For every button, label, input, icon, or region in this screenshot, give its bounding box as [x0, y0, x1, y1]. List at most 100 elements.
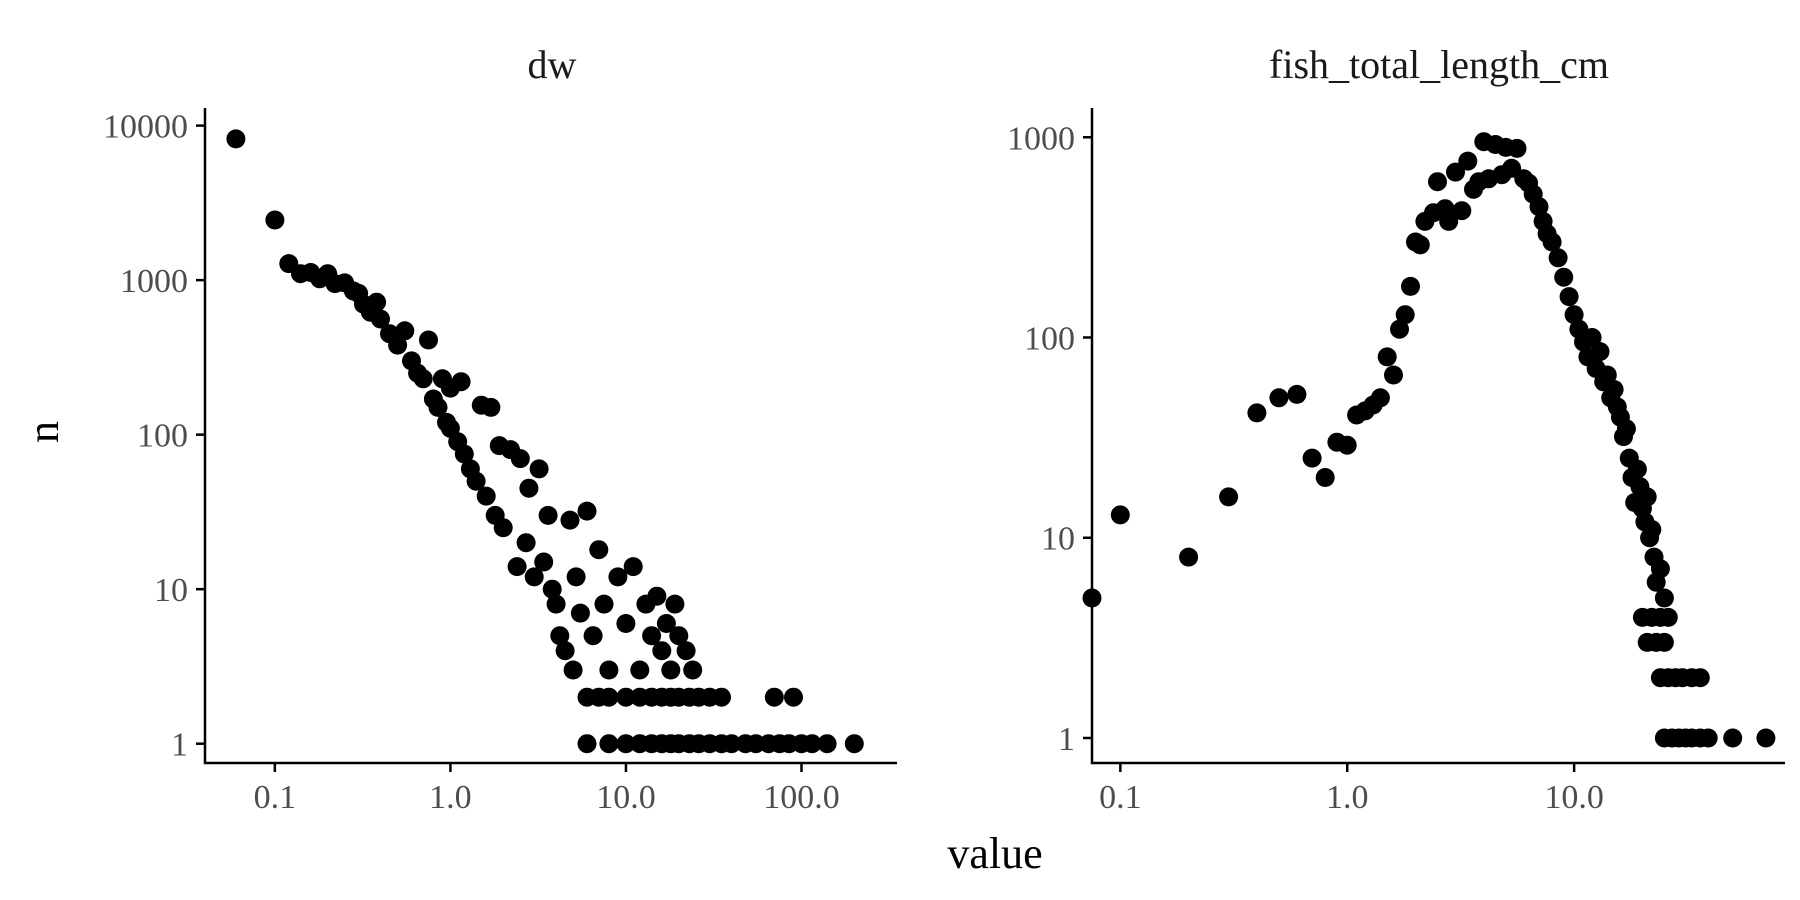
data-point-dw	[623, 557, 643, 577]
y-axis-title: n	[19, 421, 68, 443]
data-point-dw	[784, 687, 803, 707]
data-point-dw	[516, 533, 536, 553]
data-point-fish-total-length	[1287, 384, 1307, 404]
data-point-dw	[524, 567, 544, 587]
y-tick-label: 100	[137, 418, 188, 455]
data-point-fish-total-length	[1582, 328, 1602, 347]
data-point-dw	[265, 210, 285, 230]
x-tick-label: 100.0	[763, 779, 840, 816]
data-point-fish-total-length	[1446, 162, 1465, 182]
data-point-fish-total-length	[1658, 607, 1678, 627]
data-point-dw	[599, 660, 619, 680]
data-point-fish-total-length	[1642, 520, 1662, 539]
data-point-fish-total-length	[1384, 365, 1403, 385]
data-point-dw	[656, 614, 676, 633]
panel-title-dw: dw	[528, 42, 577, 87]
data-point-fish-total-length	[1302, 448, 1322, 468]
data-point-dw	[481, 397, 501, 417]
data-point-dw	[419, 330, 438, 350]
data-point-dw	[589, 540, 609, 560]
y-tick-label: 1000	[120, 263, 188, 300]
data-point-dw	[844, 734, 864, 754]
data-point-fish-total-length	[1529, 197, 1549, 217]
data-point-dw	[388, 335, 408, 355]
data-point-fish-total-length	[1627, 459, 1647, 479]
data-point-dw	[566, 567, 586, 587]
data-point-fish-total-length	[1654, 588, 1674, 608]
data-point-fish-total-length	[1597, 365, 1617, 385]
data-point-dw	[454, 444, 474, 464]
data-point-dw	[413, 369, 433, 389]
data-point-fish-total-length	[1616, 419, 1636, 439]
data-point-dw	[507, 557, 527, 577]
x-tick-label: 10.0	[1544, 779, 1604, 816]
data-point-fish-total-length	[1564, 305, 1584, 325]
data-point-dw	[428, 397, 448, 417]
data-point-dw	[476, 486, 496, 506]
data-point-fish-total-length	[1377, 347, 1397, 367]
data-point-dw	[570, 603, 590, 623]
data-point-dw	[560, 510, 580, 530]
data-point-dw	[371, 309, 390, 329]
data-point-dw	[546, 594, 566, 614]
data-point-fish-total-length	[1507, 138, 1527, 158]
data-point-dw	[676, 641, 696, 661]
data-point-dw	[712, 687, 731, 707]
y-tick-label: 1	[171, 727, 188, 764]
x-tick-label: 10.0	[596, 779, 656, 816]
data-point-fish-total-length	[1247, 403, 1267, 423]
data-point-dw	[226, 129, 246, 149]
data-point-dw	[583, 626, 603, 646]
data-point-dw	[817, 734, 837, 754]
axis-lines-dw	[203, 108, 897, 765]
data-point-fish-total-length	[1410, 235, 1430, 255]
data-point-dw	[577, 501, 597, 521]
axis-lines-fish-total-length	[1090, 108, 1785, 765]
ticks-fish-total-length: 0.1 1.0 10.0 1 10 100 1000	[1007, 120, 1604, 816]
panel-title-fish-total-length: fish_total_length_cm	[1269, 42, 1609, 87]
data-point-fish-total-length	[1604, 380, 1624, 399]
data-point-dw	[616, 734, 636, 754]
data-point-fish-total-length	[1370, 388, 1390, 408]
x-axis-title: value	[947, 829, 1042, 878]
data-point-fish-total-length	[1548, 248, 1568, 268]
data-point-dw	[555, 641, 575, 661]
data-point-dw	[534, 552, 554, 572]
x-tick-label: 1.0	[1326, 779, 1369, 816]
data-point-fish-total-length	[1390, 319, 1409, 339]
data-point-fish-total-length	[1559, 287, 1579, 307]
data-point-dw	[529, 459, 549, 479]
data-point-dw	[683, 660, 703, 680]
data-point-dw	[594, 594, 614, 614]
data-point-dw	[669, 626, 689, 646]
x-tick-label: 0.1	[254, 779, 297, 816]
data-point-dw	[395, 321, 415, 341]
data-point-fish-total-length	[1698, 728, 1718, 748]
data-point-fish-total-length	[1439, 211, 1459, 231]
panel-fish-total-length: fish_total_length_cm 0.1 1.0 10.0 1 10 100 100…	[1007, 42, 1785, 816]
data-point-fish-total-length	[1590, 342, 1610, 362]
y-tick-label: 100	[1024, 321, 1075, 358]
data-point-dw	[538, 505, 558, 525]
points-fish-total-length	[1082, 132, 1776, 748]
data-point-dw	[550, 626, 570, 646]
x-tick-label: 0.1	[1099, 779, 1142, 816]
data-point-dw	[451, 372, 471, 392]
data-point-dw	[616, 614, 636, 633]
y-tick-label: 1	[1058, 721, 1075, 758]
data-point-dw	[642, 626, 662, 646]
data-point-dw	[542, 579, 562, 599]
data-point-fish-total-length	[1110, 505, 1130, 525]
data-point-dw	[802, 734, 822, 754]
data-point-fish-total-length	[1654, 632, 1674, 652]
data-point-fish-total-length	[1690, 668, 1710, 688]
data-point-fish-total-length	[1542, 232, 1562, 252]
x-tick-label: 1.0	[429, 779, 472, 816]
data-point-fish-total-length	[1401, 276, 1420, 296]
data-point-fish-total-length	[1219, 487, 1239, 507]
data-point-fish-total-length	[1428, 172, 1447, 192]
data-point-dw	[599, 734, 619, 754]
data-point-dw	[764, 687, 784, 707]
points-dw	[226, 129, 864, 754]
